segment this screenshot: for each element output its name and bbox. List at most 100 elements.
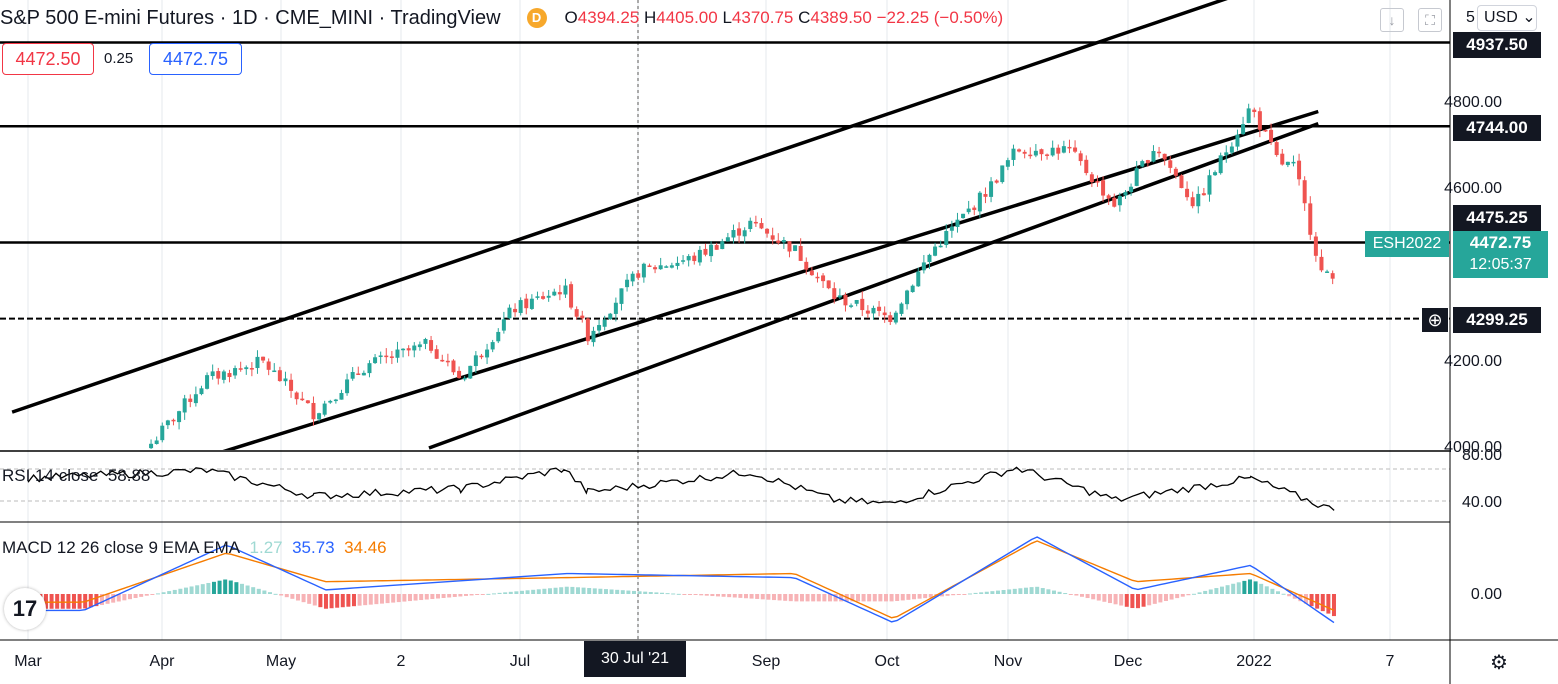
gear-icon[interactable]: ⚙ [1490,652,1508,674]
macd-histogram-bar [951,594,956,596]
macd-line-value: 35.73 [292,538,335,557]
candle-body [524,298,529,309]
line-label-4937[interactable]: 4937.50 [1453,32,1541,58]
price-tick: 4200.00 [1444,353,1502,370]
macd-histogram-bar [1175,594,1180,599]
macd-histogram-bar [1124,594,1129,607]
candle-body [1274,142,1279,156]
candle-body [1263,129,1268,132]
macd-histogram-bar [721,594,726,597]
macd-histogram-bar [727,594,732,598]
candle-body [742,230,747,237]
macd-histogram-bar [1298,594,1303,602]
macd-histogram-bar [1169,594,1174,600]
macd-histogram-bar [777,594,782,601]
trendline [11,0,1228,414]
candle-body [513,308,518,313]
macd-hist-value: 1.27 [249,538,283,557]
macd-histogram-bar [1130,594,1135,609]
macd-histogram-bar [1208,589,1213,594]
macd-histogram-bar [1203,590,1208,594]
candle-body [1224,152,1229,156]
candle-body [1235,134,1240,147]
candle-body [1134,168,1139,186]
line-label-4475[interactable]: 4475.25 [1453,205,1541,231]
candle-body [1201,193,1206,196]
macd-histogram-bar [643,591,648,594]
macd-histogram-bar [301,594,306,603]
macd-histogram-bar [771,594,776,601]
trendline [222,109,1319,450]
macd-legend[interactable]: MACD 12 26 close 9 EMA EMA 1.27 35.73 34… [2,538,387,558]
arrow-down-icon[interactable]: ↓ [1380,8,1404,32]
candle-body [1050,147,1055,156]
currency-select[interactable]: USD ⌄ [1477,5,1537,31]
macd-histogram-bar [88,594,93,608]
macd-histogram-bar [1158,594,1163,603]
candle-body [149,443,154,449]
rsi-tick: 80.00 [1461,447,1502,464]
candle-body [647,265,652,267]
candle-body [1285,161,1290,166]
macd-histogram-bar [295,594,300,601]
candle-body [916,271,921,287]
macd-histogram-bar [178,588,183,594]
macd-histogram-bar [385,594,390,604]
candle-body [1084,159,1089,174]
candle-body [1179,175,1184,189]
macd-histogram-bar [1236,582,1241,594]
candle-body [1252,109,1257,113]
macd-histogram-bar [547,588,552,594]
macd-histogram-bar [699,594,704,596]
macd-histogram-bar [1186,594,1191,596]
macd-histogram-bar [1102,594,1107,602]
add-line-plus-icon[interactable]: ⊕ [1422,308,1448,332]
line-label-4744[interactable]: 4744.00 [1453,115,1541,141]
macd-histogram-bar [251,587,256,594]
sell-button[interactable]: 4472.50 [2,43,94,75]
macd-histogram-bar [318,594,323,608]
macd-histogram-bar [911,594,916,600]
trendline [428,121,1319,450]
change-value: −22.25 (−0.50%) [876,8,1004,27]
candle-body [305,400,310,404]
line-label-4299[interactable]: 4299.25 [1453,307,1541,333]
macd-histogram-bar [878,594,883,602]
candle-body [1140,161,1145,167]
macd-histogram-bar [335,594,340,608]
candle-body [1190,197,1195,207]
macd-histogram-bar [917,594,922,599]
rsi-legend[interactable]: RSI 14 close 58.88 [2,466,150,486]
candle-body [692,255,697,262]
macd-histogram-bar [1147,594,1152,606]
candle-body [781,240,786,243]
macd-histogram-bar [648,592,653,594]
candle-body [905,290,910,305]
delayed-badge[interactable]: D [526,8,547,28]
macd-histogram-bar [307,594,312,604]
macd-histogram-bar [816,594,821,602]
tradingview-logo[interactable]: 17 [4,588,46,630]
macd-histogram-bar [43,594,48,609]
macd-histogram-bar [441,594,446,598]
candle-body [989,181,994,197]
crosshair-date-label: 30 Jul '21 [584,641,686,677]
macd-histogram-bar [743,594,748,599]
buy-button[interactable]: 4472.75 [149,43,242,75]
macd-histogram-bar [1141,594,1146,607]
macd-histogram-bar [587,588,592,594]
symbol-title[interactable]: S&P 500 E-mini Futures · 1D · CME_MINI ·… [0,6,501,29]
candles [149,103,1335,450]
macd-histogram-bar [228,580,233,594]
macd-histogram-bar [503,592,508,594]
candle-body [317,413,322,420]
macd-histogram-bar [603,589,608,594]
candle-body [529,298,534,309]
macd-histogram-bar [1091,594,1096,600]
fullscreen-icon[interactable]: ⛶ [1418,8,1442,32]
macd-histogram-bar [928,594,933,598]
macd-histogram-bar [99,594,104,605]
macd-histogram-bar [811,594,816,602]
candle-body [1280,153,1285,165]
